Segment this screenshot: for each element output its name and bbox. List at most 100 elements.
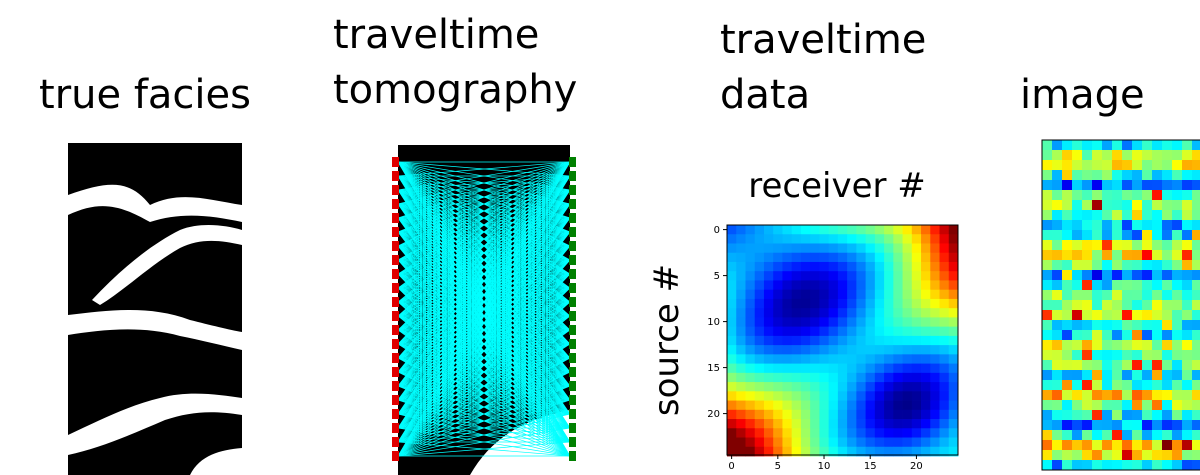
panel-title: tomography xyxy=(333,67,577,113)
heat-cell xyxy=(829,382,839,392)
heat-cell xyxy=(810,410,820,420)
heat-cell xyxy=(856,345,866,355)
heat-cell xyxy=(912,391,922,401)
heat-cell xyxy=(792,243,802,253)
heat-cell xyxy=(745,317,755,327)
image-cell xyxy=(1052,180,1063,191)
image-cell xyxy=(1172,220,1183,231)
image-cell xyxy=(1172,390,1183,401)
image-cell xyxy=(1132,160,1143,171)
heat-cell xyxy=(875,262,885,272)
heat-cell xyxy=(829,234,839,244)
image-cell xyxy=(1112,180,1123,191)
heat-cell xyxy=(727,262,737,272)
heat-cell xyxy=(755,299,765,309)
image-cell xyxy=(1062,390,1073,401)
heat-cell xyxy=(866,262,876,272)
panel-title: traveltime xyxy=(333,12,539,58)
heat-cell xyxy=(782,299,792,309)
image-cell xyxy=(1082,290,1093,301)
image-cell xyxy=(1092,220,1103,231)
heat-cell xyxy=(829,327,839,337)
heat-cell xyxy=(884,327,894,337)
image-cell xyxy=(1172,190,1183,201)
heat-cell xyxy=(773,317,783,327)
image-cell xyxy=(1112,230,1123,241)
image-cell xyxy=(1112,170,1123,181)
image-cell xyxy=(1082,420,1093,431)
heat-cell xyxy=(884,382,894,392)
heat-cell xyxy=(755,317,765,327)
image-cell xyxy=(1182,170,1193,181)
heat-cell xyxy=(903,410,913,420)
heat-cell xyxy=(819,262,829,272)
heat-cell xyxy=(782,354,792,364)
image-cell xyxy=(1042,240,1053,251)
image-cell xyxy=(1102,280,1113,291)
heat-cell xyxy=(764,382,774,392)
heat-cell xyxy=(792,438,802,448)
heat-cell xyxy=(921,262,931,272)
heat-cell xyxy=(866,253,876,263)
heat-cell xyxy=(847,262,857,272)
image-cell xyxy=(1072,190,1083,201)
image-cell xyxy=(1062,420,1073,431)
heat-cell xyxy=(912,438,922,448)
image-cell xyxy=(1122,190,1133,201)
image-cell xyxy=(1192,240,1200,251)
heat-cell xyxy=(847,317,857,327)
heat-cell xyxy=(921,234,931,244)
image-cell xyxy=(1112,370,1123,381)
heat-cell xyxy=(940,280,950,290)
heat-cell xyxy=(903,391,913,401)
heat-cell xyxy=(949,336,959,346)
heat-cell xyxy=(829,428,839,438)
heat-cell xyxy=(903,428,913,438)
heat-cell xyxy=(745,327,755,337)
image-cell xyxy=(1102,370,1113,381)
heat-cell xyxy=(764,373,774,383)
image-cell xyxy=(1062,270,1073,281)
heat-cell xyxy=(940,410,950,420)
image-cell xyxy=(1102,430,1113,441)
image-cell xyxy=(1172,340,1183,351)
heat-cell xyxy=(736,243,746,253)
image-cell xyxy=(1112,210,1123,221)
heat-cell xyxy=(847,373,857,383)
heat-cell xyxy=(921,391,931,401)
image-cell xyxy=(1072,290,1083,301)
image-cell xyxy=(1122,330,1133,341)
image-cell xyxy=(1152,380,1163,391)
heat-cell xyxy=(736,271,746,281)
image-cell xyxy=(1122,320,1133,331)
heat-cell xyxy=(884,317,894,327)
heat-cell xyxy=(949,253,959,263)
image-cell xyxy=(1142,150,1153,161)
image-cell xyxy=(1092,160,1103,171)
heat-cell xyxy=(949,373,959,383)
image-cell xyxy=(1112,350,1123,361)
image-cell xyxy=(1042,160,1053,171)
image-cell xyxy=(1162,420,1173,431)
source xyxy=(392,325,399,335)
source xyxy=(392,185,399,195)
heat-cell xyxy=(847,308,857,318)
image-cell xyxy=(1142,310,1153,321)
image-cell xyxy=(1052,140,1063,151)
heat-cell xyxy=(875,401,885,411)
image-cell xyxy=(1122,200,1133,211)
image-cell xyxy=(1072,320,1083,331)
heat-cell xyxy=(782,280,792,290)
image-cell xyxy=(1062,180,1073,191)
image-cell xyxy=(1162,390,1173,401)
image-cell xyxy=(1102,220,1113,231)
image-cell xyxy=(1082,150,1093,161)
heat-cell xyxy=(792,345,802,355)
image-cell xyxy=(1092,460,1103,471)
receiver xyxy=(569,241,576,251)
heat-cell xyxy=(727,290,737,300)
image-cell xyxy=(1142,200,1153,211)
image-cell xyxy=(1052,240,1063,251)
image-cell xyxy=(1142,250,1153,261)
image-cell xyxy=(1142,160,1153,171)
